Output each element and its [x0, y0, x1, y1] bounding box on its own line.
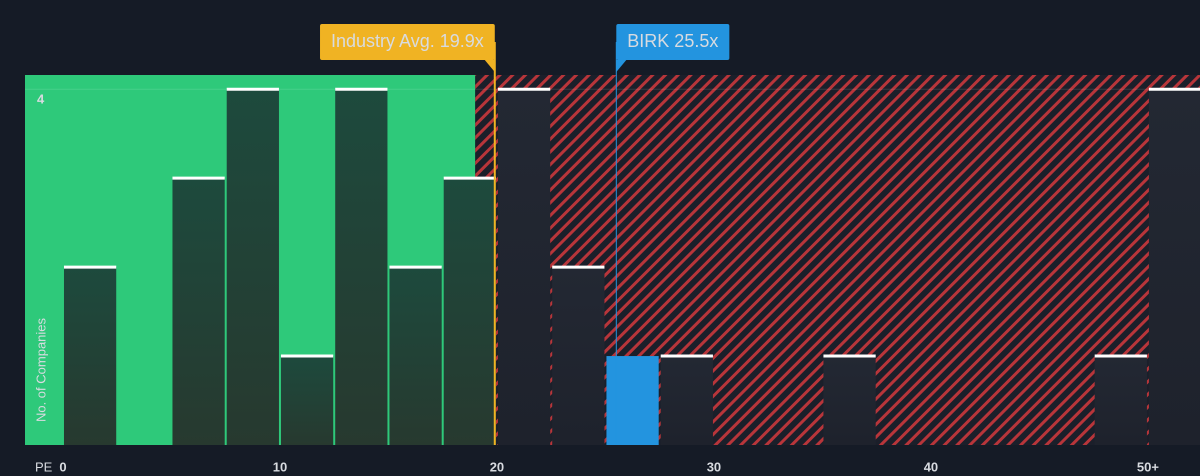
annotation-box	[320, 24, 495, 60]
bar	[63, 267, 117, 445]
bar	[389, 267, 442, 445]
bar	[226, 89, 279, 445]
x-tick-label: 10	[273, 459, 287, 474]
x-tick-label: 20	[490, 459, 504, 474]
bar	[552, 267, 605, 445]
x-tick-label: 30	[707, 459, 721, 474]
annotation-label: Industry Avg. 19.9x	[331, 31, 484, 51]
annotation-label: BIRK 25.5x	[627, 31, 718, 51]
bar	[823, 356, 876, 445]
x-tick-label: 0	[59, 459, 66, 474]
x-axis-label: PE	[35, 459, 53, 474]
x-tick-label: 50+	[1137, 459, 1159, 474]
y-axis-label: No. of Companies	[33, 317, 48, 422]
annotation-box	[616, 24, 730, 60]
bar	[497, 89, 551, 445]
bar	[280, 356, 334, 445]
annotation-pointer	[616, 60, 627, 72]
bar	[1148, 89, 1200, 445]
bar	[172, 178, 225, 445]
bar	[443, 178, 496, 445]
bar	[606, 356, 659, 445]
y-tick-label: 4	[37, 92, 45, 107]
bar	[335, 89, 388, 445]
bar	[660, 356, 713, 445]
x-tick-label: 40	[924, 459, 938, 474]
bar	[1094, 356, 1147, 445]
annotation-pointer	[484, 60, 495, 72]
